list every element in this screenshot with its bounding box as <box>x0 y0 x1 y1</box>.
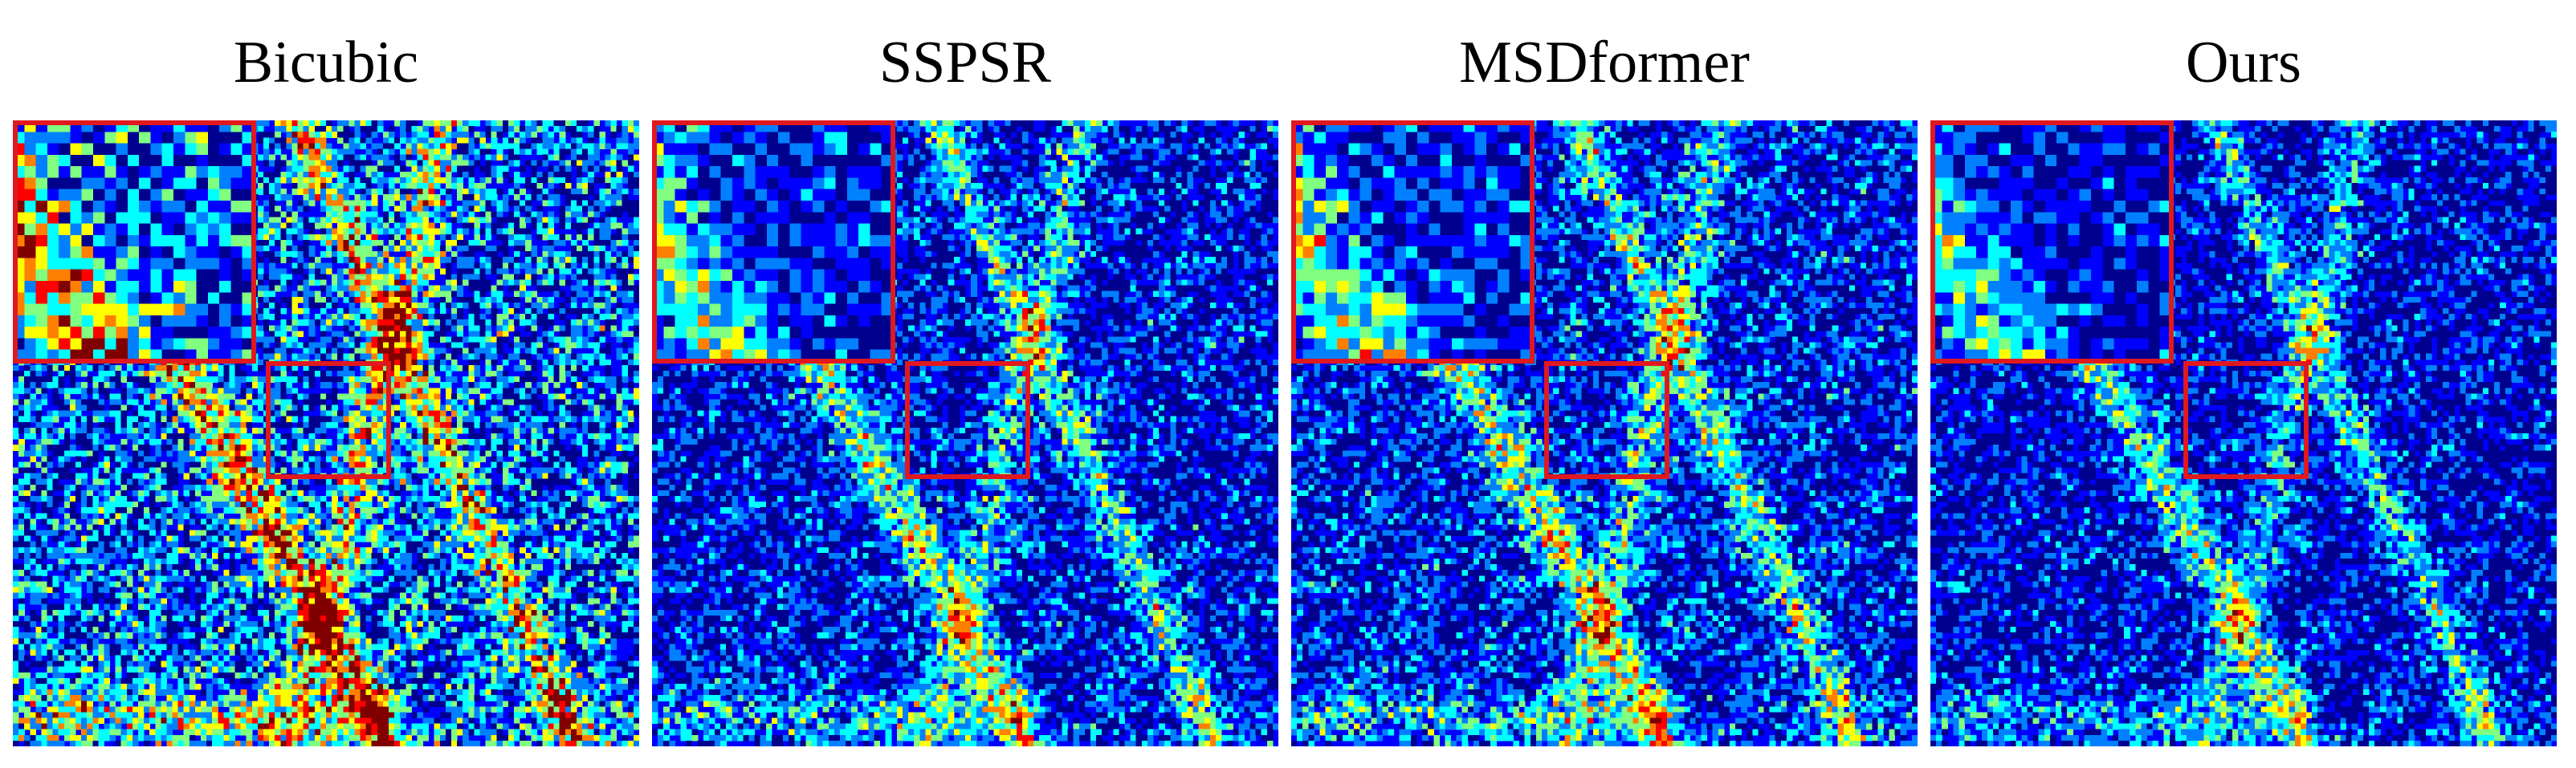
heatmap-canvas <box>13 120 639 746</box>
heatmap-canvas <box>1291 120 1918 746</box>
panel-msdformer: MSDformer <box>1291 0 1918 768</box>
panel-sspsr: SSPSR <box>652 0 1278 768</box>
zoom-source-box <box>905 361 1030 479</box>
error-heatmap <box>652 120 1278 746</box>
zoom-source-box <box>266 361 391 479</box>
zoom-source-box <box>1544 361 1669 479</box>
error-heatmap <box>1291 120 1918 746</box>
zoom-inset-frame <box>13 120 256 364</box>
zoom-inset <box>13 120 255 362</box>
panel-title: Ours <box>1930 22 2557 103</box>
zoom-inset <box>652 120 894 362</box>
zoom-inset-frame <box>1291 120 1535 364</box>
zoom-inset-frame <box>652 120 895 364</box>
panel-title: SSPSR <box>652 22 1278 103</box>
error-heatmap <box>13 120 639 746</box>
panel-title: Bicubic <box>13 22 639 103</box>
heatmap-canvas <box>652 120 1278 746</box>
panel-bicubic: Bicubic <box>13 0 639 768</box>
zoom-source-box <box>2183 361 2309 479</box>
heatmap-canvas <box>1930 120 2557 746</box>
zoom-inset <box>1930 120 2172 362</box>
error-heatmap <box>1930 120 2557 746</box>
zoom-inset-frame <box>1930 120 2174 364</box>
panel-title: MSDformer <box>1291 22 1918 103</box>
panel-ours: Ours <box>1930 0 2557 768</box>
zoom-inset <box>1291 120 1533 362</box>
